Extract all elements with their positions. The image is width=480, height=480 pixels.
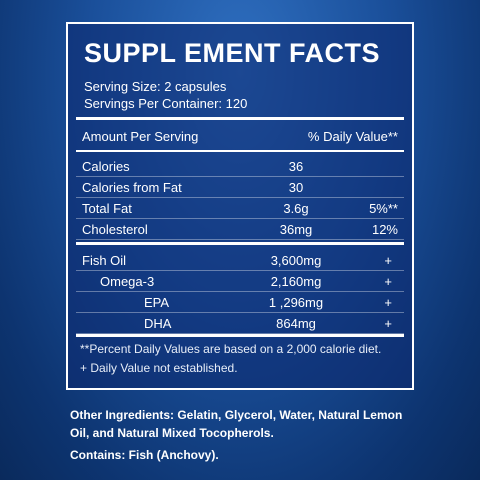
name-cell: Calories	[82, 159, 130, 174]
other-ingredients: Other Ingredients: Gelatin, Glycerol, Wa…	[70, 408, 403, 440]
name-cell: Cholesterol	[82, 222, 148, 237]
amount-cell: 30	[288, 180, 304, 195]
divider	[76, 117, 404, 120]
table-row: Fish Oil 3,600mg +	[76, 250, 404, 271]
amount-cell: 3.6g	[283, 201, 309, 216]
name-cell: Total Fat	[82, 201, 132, 216]
dv-cell: +	[384, 253, 392, 268]
dv-cell: +	[384, 316, 392, 331]
divider	[76, 150, 404, 152]
footnote: **Percent Daily Values are based on a 2,…	[80, 342, 382, 356]
dv-cell: +	[384, 274, 392, 289]
header-row: Amount Per Serving % Daily Value**	[76, 126, 404, 146]
amount-cell: 36mg	[279, 222, 313, 237]
table-row: Omega-3 2,160mg +	[76, 271, 404, 292]
dv-cell: 5%**	[369, 201, 398, 216]
amount-cell: 2,160mg	[270, 274, 322, 289]
name-cell: DHA	[144, 316, 172, 331]
table-row: Calories 36	[76, 156, 404, 177]
name-cell: Calories from Fat	[82, 180, 182, 195]
table-row: Calories from Fat 30	[76, 177, 404, 198]
amount-cell: 864mg	[276, 316, 316, 331]
servings-per-container: Servings Per Container: 120	[84, 96, 248, 111]
name-cell: EPA	[144, 295, 170, 310]
amount-cell: 1 ,296mg	[268, 295, 324, 310]
name-cell: Omega-3	[100, 274, 155, 289]
dv-cell: 12%	[371, 222, 398, 237]
serving-size: Serving Size: 2 capsules	[84, 79, 227, 94]
amount-cell: 3,600mg	[270, 253, 322, 268]
table-row: Cholesterol 36mg 12%	[76, 219, 404, 240]
panel-title: SUPPL EMENT FACTS	[84, 38, 381, 68]
dv-cell: +	[384, 295, 392, 310]
table-row: DHA 864mg +	[76, 313, 404, 334]
name-cell: Fish Oil	[82, 253, 127, 268]
header-cell: % Daily Value**	[307, 129, 398, 144]
header-cell: Amount Per Serving	[82, 129, 199, 144]
contains: Contains: Fish (Anchovy).	[70, 448, 219, 462]
table-row: Total Fat 3.6g 5%**	[76, 198, 404, 219]
table-row: EPA 1 ,296mg +	[76, 292, 404, 313]
supplement-panel: SUPPL EMENT FACTS Serving Size: 2 capsul…	[66, 22, 414, 390]
divider	[76, 334, 404, 337]
amount-cell: 36	[288, 159, 304, 174]
divider	[76, 242, 404, 245]
footnote: + Daily Value not established.	[80, 361, 238, 375]
